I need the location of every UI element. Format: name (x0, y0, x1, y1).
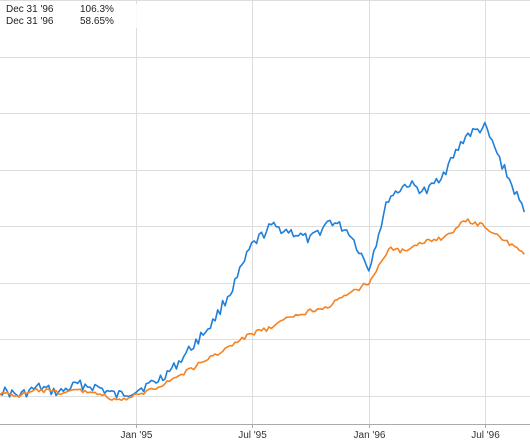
value-readout: Dec 31 '96 106.3% Dec 31 '96 58.65% (6, 4, 140, 28)
readout-value: 106.3% (80, 4, 114, 15)
series-line-orange (0, 218, 525, 402)
readout-date: Dec 31 '96 (6, 4, 54, 15)
readout-row: Dec 31 '96 58.65% (6, 16, 140, 28)
series-line-blue (0, 121, 526, 399)
x-tick-label: Jan '95 (121, 430, 153, 441)
x-tick-label: Jul '95 (238, 430, 267, 441)
readout-row: Dec 31 '96 106.3% (6, 4, 140, 16)
x-tick-label: Jan '96 (354, 430, 386, 441)
readout-value: 58.65% (80, 16, 114, 27)
readout-date: Dec 31 '96 (6, 16, 54, 27)
x-tick-label: Jul '96 (471, 430, 500, 441)
